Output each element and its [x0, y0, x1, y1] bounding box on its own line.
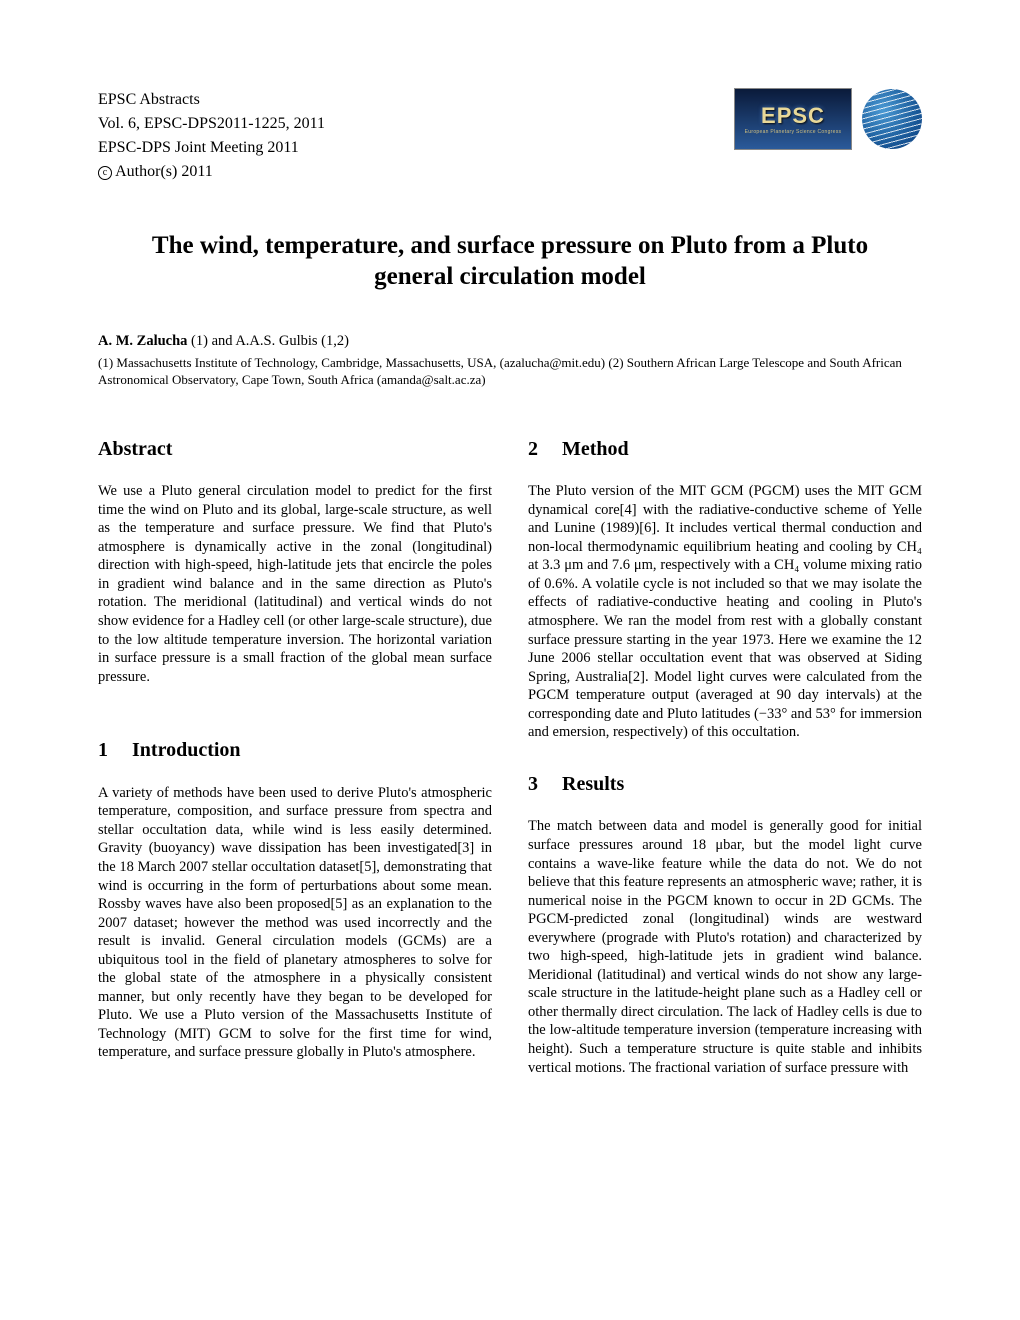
copyright-icon: c: [98, 166, 112, 180]
paper-title: The wind, temperature, and surface press…: [118, 230, 902, 293]
introduction-heading: 1Introduction: [98, 738, 492, 764]
copyright-text: Author(s) 2011: [112, 163, 213, 180]
results-heading-text: Results: [562, 773, 624, 795]
results-section: 3Results The match between data and mode…: [528, 772, 922, 1077]
method-section: 2Method The Pluto version of the MIT GCM…: [528, 437, 922, 742]
volume-line: Vol. 6, EPSC-DPS2011-1225, 2011: [98, 112, 325, 136]
abstracts-line: EPSC Abstracts: [98, 88, 325, 112]
authors: A. M. Zalucha (1) and A.A.S. Gulbis (1,2…: [98, 333, 922, 350]
method-text: The Pluto version of the MIT GCM (PGCM) …: [528, 482, 922, 742]
epsc-logo-subtitle: European Planetary Science Congress: [745, 129, 842, 135]
results-heading: 3Results: [528, 772, 922, 798]
abstract-heading: Abstract: [98, 437, 492, 463]
introduction-num: 1: [98, 738, 132, 764]
epsc-logo-text: EPSC: [761, 103, 825, 129]
logos: EPSC European Planetary Science Congress: [734, 88, 922, 150]
header-meta: EPSC Abstracts Vol. 6, EPSC-DPS2011-1225…: [98, 88, 325, 184]
right-column: 2Method The Pluto version of the MIT GCM…: [528, 437, 922, 1078]
copyright-line: c Author(s) 2011: [98, 160, 325, 184]
introduction-heading-text: Introduction: [132, 739, 241, 761]
meeting-line: EPSC-DPS Joint Meeting 2011: [98, 136, 325, 160]
globe-logo: [862, 89, 922, 149]
affiliations: (1) Massachusetts Institute of Technolog…: [98, 354, 922, 389]
header-row: EPSC Abstracts Vol. 6, EPSC-DPS2011-1225…: [98, 88, 922, 184]
epsc-logo: EPSC European Planetary Science Congress: [734, 88, 852, 150]
columns: Abstract We use a Pluto general circulat…: [98, 437, 922, 1078]
method-num: 2: [528, 437, 562, 463]
method-heading: 2Method: [528, 437, 922, 463]
left-column: Abstract We use a Pluto general circulat…: [98, 437, 492, 1078]
results-text: The match between data and model is gene…: [528, 817, 922, 1077]
method-heading-text: Method: [562, 438, 629, 460]
author-primary: A. M. Zalucha: [98, 333, 187, 349]
results-num: 3: [528, 772, 562, 798]
introduction-text: A variety of methods have been used to d…: [98, 784, 492, 1062]
introduction-section: 1Introduction A variety of methods have …: [98, 738, 492, 1062]
abstract-section: Abstract We use a Pluto general circulat…: [98, 437, 492, 687]
author-rest: (1) and A.A.S. Gulbis (1,2): [187, 333, 349, 349]
abstract-text: We use a Pluto general circulation model…: [98, 482, 492, 686]
